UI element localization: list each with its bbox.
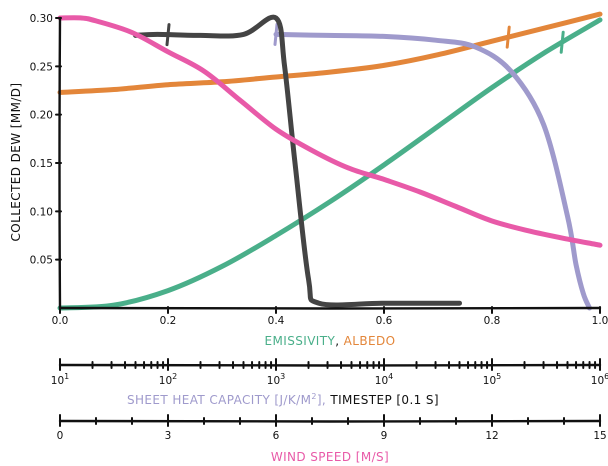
x-axis1-line: [58, 306, 602, 310]
albedo-label: ALBEDO: [344, 334, 396, 348]
timestep-default-marker: [165, 23, 171, 47]
heat-capacity-label-end: ],: [317, 393, 326, 407]
timestep-line: [133, 14, 462, 308]
x-axis1-tick-label: 0.4: [268, 315, 285, 327]
y-tick-label: 0.20: [30, 110, 53, 122]
emissivity-default-marker: [559, 30, 565, 54]
x-axis1-tick-label: 0.2: [160, 315, 177, 327]
x-axis1-tick-label: 0.0: [52, 315, 69, 327]
heat-capacity-line: [273, 31, 592, 311]
albedo-default-marker: [505, 25, 511, 49]
x-axis1-tick-label: 1.0: [592, 315, 608, 327]
x-axis2-tick-label: 105: [483, 372, 501, 387]
axis1-separator: ,: [335, 334, 343, 348]
emissivity-label: EMISSIVITY: [265, 334, 336, 348]
y-axis-title: COLLECTED DEW [MM/D]: [9, 83, 23, 242]
wind-speed-line: [57, 15, 603, 248]
heat-capacity-label: SHEET HEAT CAPACITY [J/K/M: [127, 393, 311, 407]
x-axis2-tick-label: 101: [51, 372, 69, 387]
x-axis2-title: SHEET HEAT CAPACITY [J/K/M2], TIMESTEP […: [127, 392, 439, 407]
y-tick-label: 0.05: [30, 255, 53, 267]
x-axis3-tick-label: 3: [165, 430, 172, 442]
y-tick-label: 0.15: [30, 158, 53, 170]
x-axis3-tick-label: 15: [593, 430, 606, 442]
heat-capacity-default-marker: [273, 22, 279, 46]
x-axis3-tick-label: 12: [485, 430, 498, 442]
emissivity-line: [57, 17, 603, 311]
heat-capacity-superscript: 2: [311, 392, 317, 401]
x-axis2-line: [58, 363, 602, 367]
x-axis2-tick-label: 102: [159, 372, 177, 387]
x-axis3-line: [58, 419, 602, 423]
x-axis1-tick-label: 0.6: [376, 315, 393, 327]
x-axis2-tick-label: 104: [375, 372, 393, 387]
x-axis2-tick-label: 106: [591, 372, 608, 387]
x-axis3-title: WIND SPEED [M/S]: [271, 450, 389, 464]
timestep-label: TIMESTEP [0.1 S]: [326, 393, 439, 407]
y-tick-label: 0.10: [30, 206, 53, 218]
x-axis3-tick-label: 0: [57, 430, 64, 442]
y-tick-label: 0.30: [30, 13, 53, 25]
y-tick-label: 0.25: [30, 61, 53, 73]
x-axis1-tick-label: 0.8: [484, 315, 501, 327]
x-axis2-tick-label: 103: [267, 372, 285, 387]
x-axis3-tick-label: 9: [381, 430, 388, 442]
x-axis3-tick-label: 6: [273, 430, 280, 442]
x-axis1-title: EMISSIVITY, ALBEDO: [265, 334, 396, 348]
